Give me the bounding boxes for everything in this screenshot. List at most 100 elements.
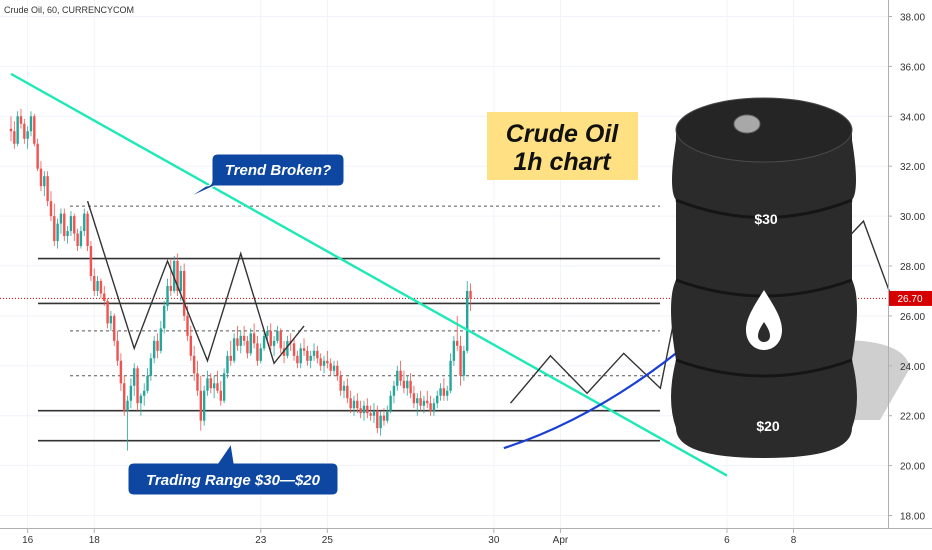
candle-body (366, 405, 369, 414)
candle-body (199, 390, 203, 421)
candle-body (159, 328, 163, 351)
y-tick-label: 20.00 (900, 462, 925, 473)
candle-body (326, 360, 329, 364)
candle-body (76, 233, 79, 247)
candle-body (469, 290, 472, 299)
candle-body (459, 345, 462, 376)
candle-body (269, 330, 272, 346)
candle-body (439, 388, 442, 396)
candle-body (212, 383, 216, 389)
y-tick-label: 30.00 (900, 212, 925, 223)
oil-drop-inner (758, 322, 770, 342)
candle-body (456, 340, 459, 346)
candle-body (239, 335, 242, 346)
zigzag-pattern-left (86, 200, 305, 365)
candle-body (466, 290, 469, 351)
y-tick-label: 34.00 (900, 112, 925, 123)
candle-body (416, 398, 419, 404)
candle-body (103, 293, 106, 301)
y-tick-label: 24.00 (900, 362, 925, 373)
barrel-rib-1 (675, 198, 853, 219)
candle-body (292, 343, 296, 356)
candle-body (136, 368, 139, 404)
barrel-label-20: $20 (756, 418, 780, 434)
candle-body (369, 413, 372, 416)
last-price-label: 26.70 (897, 294, 922, 305)
chart-subtitle: 1h chart (513, 148, 612, 176)
candle-body (266, 330, 269, 336)
oil-barrel-illustration: $30 $20 (671, 97, 910, 458)
candle-body (449, 360, 452, 391)
candle-body (26, 131, 29, 139)
candle-body (282, 348, 286, 356)
candle-body (272, 340, 276, 346)
candle-body (332, 365, 336, 371)
candle-body (336, 365, 339, 376)
candle-body (129, 385, 133, 401)
candle-body (93, 275, 96, 291)
candle-body (419, 398, 422, 406)
candle-body (362, 405, 366, 414)
candle-body (339, 375, 342, 391)
candle-body (342, 385, 346, 391)
callout-trend-broken-text: Trend Broken? (225, 162, 331, 179)
candle-body (396, 370, 399, 386)
candle-body (246, 340, 249, 354)
candle-body (113, 315, 116, 341)
candle-body (249, 333, 252, 354)
candle-body (356, 400, 359, 409)
callout-trend-broken: Trend Broken? (187, 153, 345, 199)
candle-body (73, 216, 76, 234)
candle-body (302, 348, 306, 351)
candle-body (196, 373, 199, 391)
candle-body (9, 128, 13, 132)
callout-trading-range-text: Trading Range $30—$20 (146, 472, 321, 489)
trendline (10, 72, 728, 477)
y-tick-label: 38.00 (900, 13, 925, 24)
candle-body (109, 315, 113, 324)
candle-body (306, 350, 309, 361)
candle-body (13, 131, 16, 144)
candle-body (346, 385, 349, 399)
candle-body (316, 350, 319, 359)
y-axis: 18.00 20.00 22.00 24.00 26.00 28.00 30.00 32.00… (888, 0, 925, 528)
candle-body (299, 348, 302, 364)
candle-body (36, 143, 39, 169)
barrel-shadow (840, 340, 910, 420)
candle-body (399, 370, 402, 381)
candle-body (226, 355, 229, 374)
candle-body (16, 116, 19, 144)
candle-body (262, 335, 266, 349)
x-tick-label: 16 (22, 535, 34, 546)
candle-body (376, 410, 379, 429)
candle-body (166, 285, 169, 306)
chart-title-box: Crude Oil 1h chart (487, 112, 638, 180)
candle-body (96, 280, 99, 291)
candle-body (209, 378, 212, 389)
barrel-top (675, 97, 853, 163)
candle-body (152, 340, 156, 359)
candle-body (372, 410, 376, 416)
x-tick-label: 23 (255, 535, 267, 546)
candle-body (83, 213, 86, 232)
candle-body (149, 358, 153, 376)
candle-body (202, 390, 206, 421)
candle-body (232, 338, 236, 361)
candle-body (49, 201, 53, 217)
candle-body (319, 358, 322, 366)
candle-body (252, 333, 256, 344)
x-tick-label: 8 (791, 535, 797, 546)
candle-body (429, 403, 432, 411)
candle-body (386, 410, 389, 421)
candle-body (312, 350, 316, 356)
candle-body (192, 355, 196, 374)
candle-body (66, 231, 69, 237)
candle-body (59, 213, 63, 224)
last-price-marker: 26.70 (889, 290, 932, 306)
candle-body (352, 400, 356, 409)
candle-body (442, 388, 446, 396)
candle-body (126, 400, 129, 411)
barrel-rib-3 (675, 358, 853, 378)
candle-body (296, 355, 299, 364)
